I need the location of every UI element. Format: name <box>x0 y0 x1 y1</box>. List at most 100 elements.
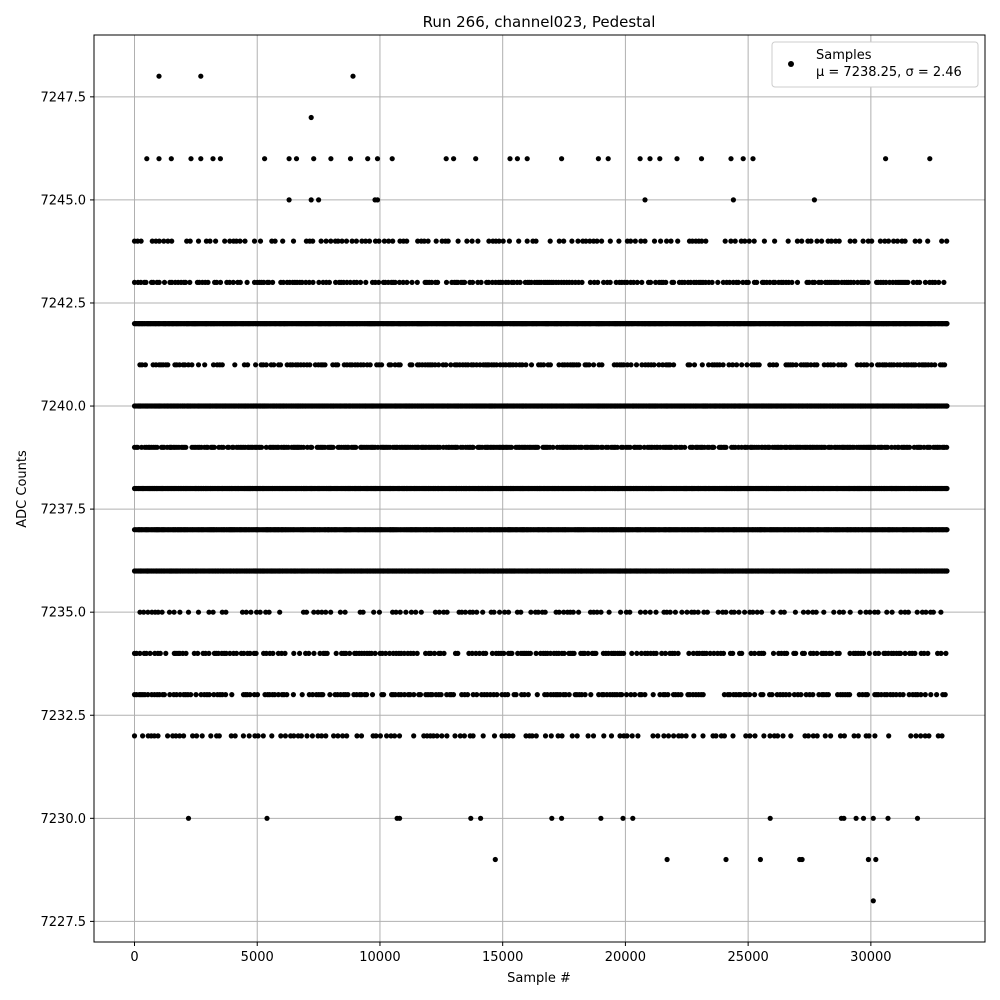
data-point <box>297 650 303 657</box>
data-point <box>455 650 461 657</box>
data-point <box>632 692 638 698</box>
data-point <box>525 692 531 698</box>
data-point <box>324 650 330 657</box>
data-point <box>333 650 339 657</box>
data-point <box>678 692 684 698</box>
data-point <box>621 650 627 657</box>
data-point <box>650 692 656 698</box>
data-point <box>161 692 167 698</box>
data-point <box>183 444 189 450</box>
data-point <box>653 650 659 657</box>
data-point <box>793 650 799 657</box>
data-point <box>353 444 359 450</box>
data-point <box>943 650 949 657</box>
data-point <box>254 692 261 698</box>
data-point <box>534 692 540 698</box>
data-point <box>147 650 153 657</box>
data-point <box>494 692 500 698</box>
data-point <box>642 692 648 698</box>
data-point <box>876 650 882 657</box>
data-point <box>582 692 588 698</box>
data-point <box>944 527 950 533</box>
data-point <box>259 444 265 450</box>
data-point <box>634 650 640 657</box>
data-point <box>474 692 480 698</box>
data-point <box>509 650 515 657</box>
data-point <box>619 692 625 698</box>
data-point <box>414 650 420 657</box>
data-point <box>417 692 424 698</box>
data-point <box>470 444 476 450</box>
data-point <box>327 692 333 698</box>
data-point <box>501 650 507 657</box>
data-point <box>253 650 259 657</box>
data-point <box>364 692 370 698</box>
data-point <box>157 650 163 657</box>
data-point <box>629 650 635 657</box>
data-point <box>438 692 444 698</box>
data-point <box>944 403 950 409</box>
data-point <box>345 692 351 698</box>
data-point <box>381 692 387 698</box>
data-point <box>465 692 471 698</box>
data-point <box>347 650 353 657</box>
data-point <box>898 650 904 657</box>
data-point <box>299 692 305 698</box>
data-point <box>686 650 692 657</box>
data-point <box>372 650 378 657</box>
data-point <box>720 650 727 657</box>
data-point <box>309 444 315 450</box>
data-point <box>723 444 729 450</box>
data-point <box>944 444 950 450</box>
data-point <box>533 650 539 657</box>
data-point <box>411 692 417 698</box>
data-point <box>369 692 376 698</box>
data-point <box>761 650 767 657</box>
data-point <box>282 650 288 657</box>
data-point <box>291 650 297 657</box>
data-point <box>571 650 577 657</box>
data-point <box>836 650 842 657</box>
data-point <box>284 692 290 698</box>
data-point <box>513 692 519 698</box>
data-point <box>450 692 457 698</box>
data-point <box>229 692 235 698</box>
chart-title: Run 266, channel023, Pedestal <box>423 13 656 31</box>
data-point <box>211 444 217 450</box>
data-point <box>944 485 950 492</box>
data-point <box>682 444 688 450</box>
data-point <box>505 692 511 698</box>
data-point <box>866 650 873 657</box>
data-point <box>860 650 867 657</box>
data-point <box>944 321 950 327</box>
data-point <box>561 650 567 657</box>
data-point <box>311 650 317 657</box>
data-point <box>527 650 534 657</box>
data-point <box>193 692 199 698</box>
data-point <box>588 692 594 698</box>
data-point <box>223 692 229 698</box>
data-point <box>290 692 296 698</box>
data-point <box>739 650 745 657</box>
data-point <box>320 692 326 698</box>
data-point <box>233 650 240 657</box>
data-point <box>483 650 489 657</box>
data-point <box>306 650 312 657</box>
data-point <box>183 650 189 657</box>
data-point <box>163 650 169 657</box>
data-point <box>902 650 908 657</box>
data-point <box>730 650 736 657</box>
data-point <box>330 444 336 450</box>
data-point <box>938 650 944 657</box>
data-point <box>907 444 913 450</box>
data-point <box>206 692 212 698</box>
data-point <box>784 650 790 657</box>
data-point <box>566 692 572 698</box>
data-point <box>801 650 808 657</box>
data-point <box>829 650 835 657</box>
data-point <box>770 650 777 657</box>
data-point <box>270 650 276 657</box>
data-points <box>131 73 950 904</box>
